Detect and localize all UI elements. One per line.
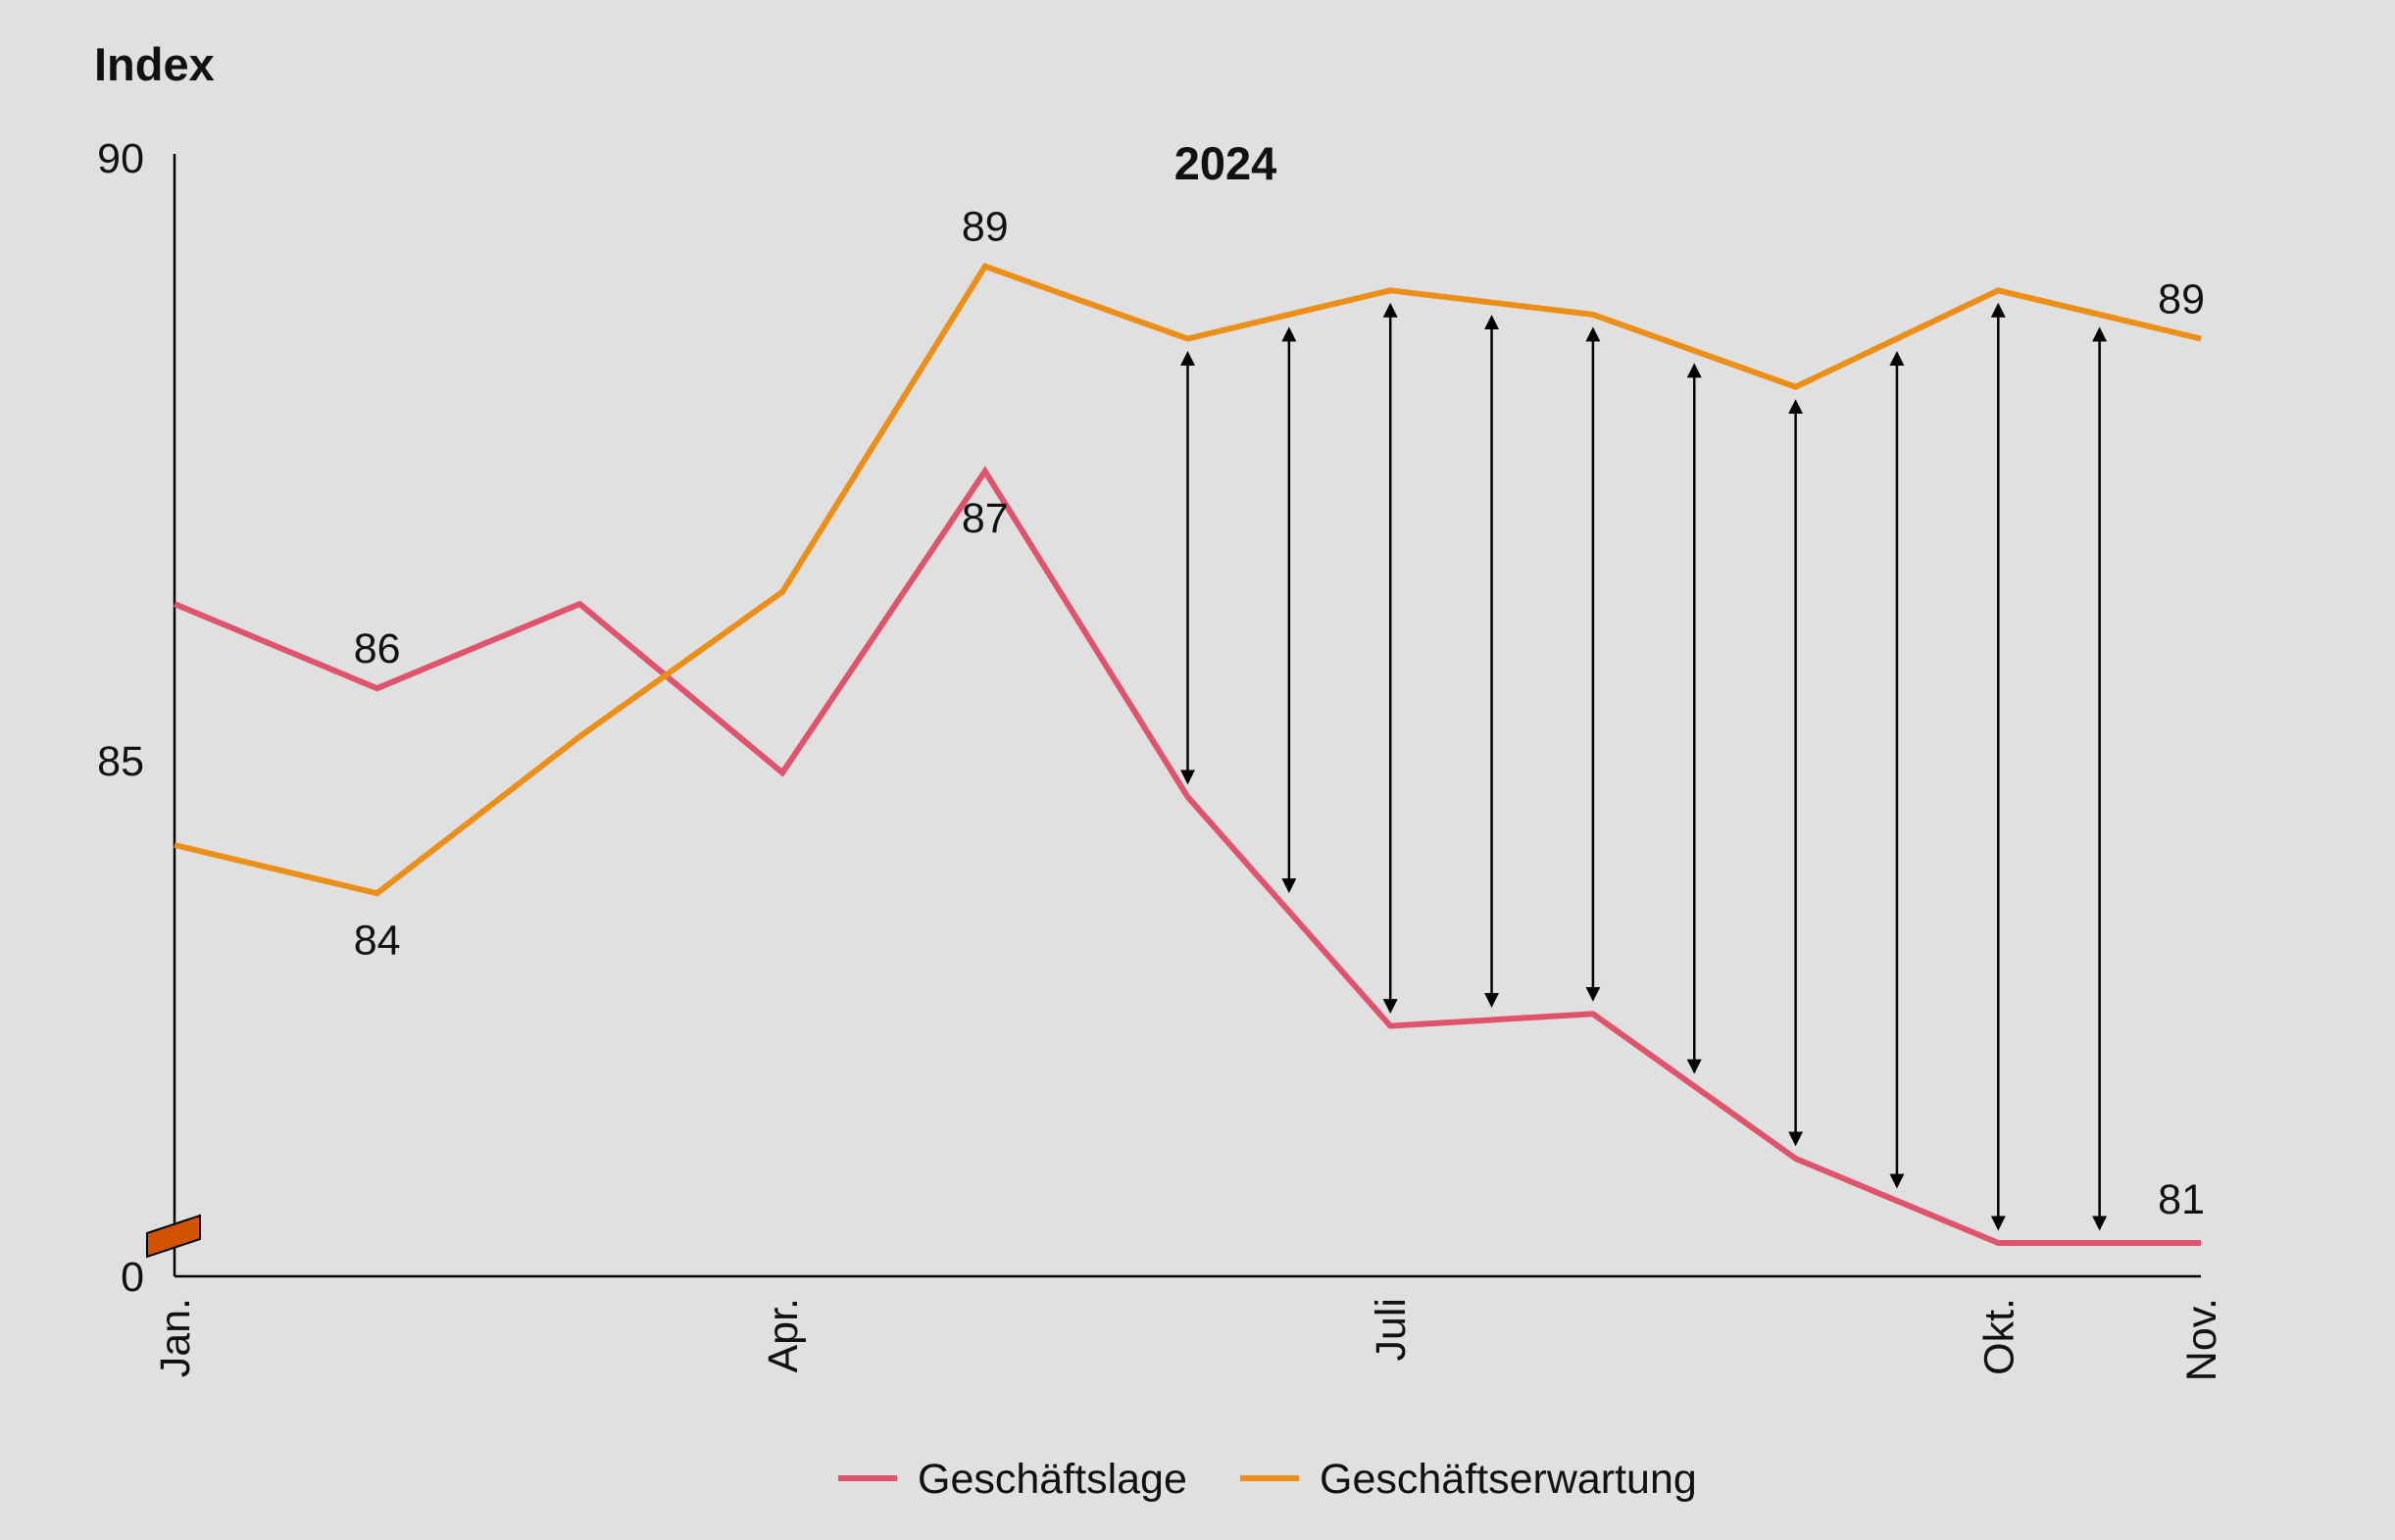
- data-labels: 86 87 81 84 89 89: [354, 204, 2205, 1223]
- axis-break-icon: [146, 1214, 201, 1259]
- axes: [146, 154, 2201, 1278]
- data-label: 81: [2158, 1176, 2205, 1223]
- gap-arrows: [1180, 302, 2108, 1231]
- y-tick-label: 85: [97, 738, 144, 785]
- data-label: 89: [962, 204, 1009, 251]
- legend-label: Geschäftserwartung: [1320, 1456, 1697, 1503]
- y-tick-label: 90: [97, 135, 144, 182]
- series-line-geschaeftserwartung: [174, 263, 2202, 897]
- chart-title: 2024: [1174, 137, 1277, 189]
- x-tick-label: Okt.: [1975, 1298, 2022, 1375]
- series-line-geschaeftslage: [173, 466, 2201, 1246]
- legend: Geschäftslage Geschäftserwartung: [838, 1456, 1697, 1503]
- x-tick-label: Jan.: [152, 1298, 199, 1377]
- data-label: 89: [2158, 276, 2205, 323]
- x-ticks: Jan. Apr. Juli Okt. Nov.: [152, 1298, 2225, 1381]
- legend-label: Geschäftslage: [918, 1456, 1187, 1503]
- data-label: 87: [962, 495, 1009, 542]
- series-lines: [173, 263, 2202, 1246]
- x-tick-label: Juli: [1368, 1298, 1415, 1362]
- data-label: 84: [354, 917, 401, 964]
- y-tick-label: 0: [121, 1254, 144, 1301]
- y-ticks: 0 85 90: [97, 135, 144, 1301]
- x-tick-label: Apr.: [760, 1298, 807, 1373]
- data-label: 86: [354, 625, 401, 672]
- x-tick-label: Nov.: [2178, 1298, 2225, 1381]
- y-axis-title: Index: [94, 38, 215, 90]
